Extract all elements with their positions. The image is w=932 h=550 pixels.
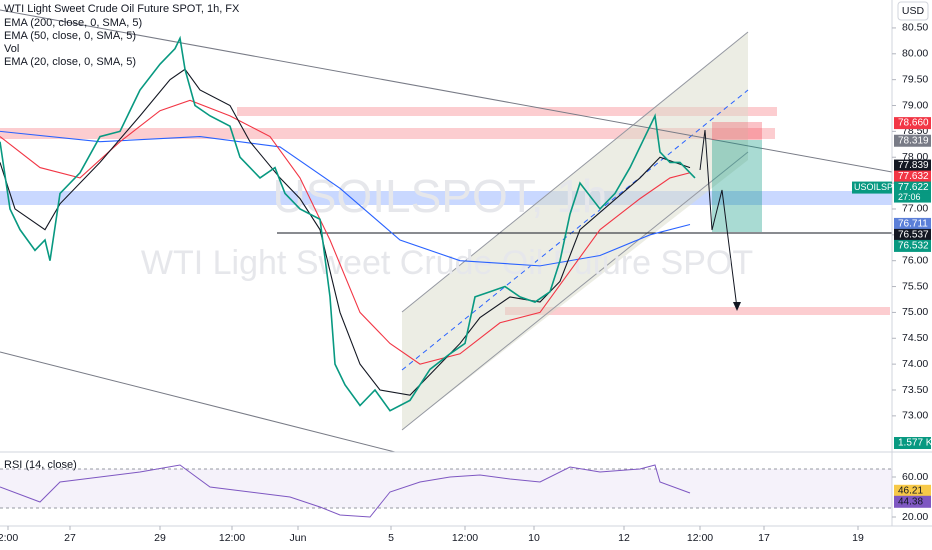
profit-zone <box>712 140 762 232</box>
rsi-badge <box>894 495 931 508</box>
x-tick-label: 29 <box>154 532 166 544</box>
target-zone <box>505 307 890 315</box>
watermark: WTI Light Sweet Crude Oil Future SPOT <box>141 244 753 282</box>
resistance-zone <box>237 107 777 116</box>
x-tick-label: Jun <box>290 532 307 544</box>
price-label: 77.839 <box>898 160 929 171</box>
symbol-badge <box>852 181 892 194</box>
x-tick-label: 2:00 <box>0 532 18 544</box>
price-badge <box>894 117 931 130</box>
arrow-head <box>733 302 741 311</box>
price-line <box>0 35 696 412</box>
legend-entry: Vol <box>4 43 19 55</box>
price-label: 76.711 <box>898 219 928 230</box>
rsi-value: 46.21 <box>898 485 923 496</box>
resistance-zone <box>0 128 775 139</box>
price-label: 77.622 <box>898 182 929 193</box>
price-label: 76.532 <box>898 241 929 252</box>
y-tick-label: 73.50 <box>902 384 928 396</box>
ema-line <box>0 68 691 396</box>
x-tick-label: 19 <box>852 532 864 544</box>
x-tick-label: 12:00 <box>452 532 478 544</box>
rsi-tick-label: 60.00 <box>902 471 928 483</box>
y-tick-label: 76.00 <box>902 254 928 266</box>
legend: WTI Light Sweet Crude Oil Future SPOT, 1… <box>4 3 240 471</box>
price-badge <box>894 159 931 172</box>
countdown-badge <box>894 192 931 203</box>
y-tick-label: 77.00 <box>902 203 928 215</box>
y-tick-label: 73.00 <box>902 410 928 422</box>
price-label: 78.660 <box>898 118 929 129</box>
price-badge <box>894 170 931 183</box>
volume-label: 1.577 K <box>898 438 932 449</box>
rsi-tick-label: 20.00 <box>902 511 928 523</box>
channel <box>402 32 748 430</box>
currency[interactable]: USD <box>902 5 925 17</box>
price-badge <box>894 181 931 194</box>
legend-entry: EMA (200, close, 0, SMA, 5) <box>4 17 142 29</box>
price-badge <box>894 239 931 252</box>
y-tick-label: 79.00 <box>902 99 928 111</box>
channel-mid <box>401 89 749 371</box>
ema-line <box>0 130 691 267</box>
y-tick-label: 80.50 <box>902 22 928 34</box>
x-tick-label: 12 <box>618 532 630 544</box>
stop-zone <box>712 122 762 140</box>
price-badge <box>894 228 931 241</box>
trend-line <box>0 9 893 173</box>
rsi-value: 44.38 <box>898 496 923 507</box>
price-badge <box>894 217 931 230</box>
price-badge <box>894 134 931 147</box>
y-tick-label: 75.50 <box>902 280 928 292</box>
rsi-line <box>0 464 691 518</box>
y-tick-label: 79.50 <box>902 73 928 85</box>
x-tick-label: 17 <box>758 532 770 544</box>
ema-line <box>0 99 691 365</box>
y-tick-label: 74.50 <box>902 332 928 344</box>
volume-badge <box>894 437 931 449</box>
rsi-band <box>0 469 892 508</box>
x-tick-label: 10 <box>528 532 540 544</box>
channel-line <box>401 151 749 431</box>
watermark: USOILSPOT, 1h <box>273 170 608 222</box>
y-tick-label: 74.00 <box>902 358 928 370</box>
rsi-title: RSI (14, close) <box>4 459 77 471</box>
x-tick-label: 27 <box>64 532 76 544</box>
symbol-label: USOILSPOT <box>854 182 906 192</box>
y-tick-label: 80.00 <box>902 48 928 60</box>
price-label: 76.537 <box>898 230 929 241</box>
legend-entry: EMA (50, close, 0, SMA, 5) <box>4 30 136 42</box>
y-tick-label: 75.00 <box>902 306 928 318</box>
x-tick-label: 5 <box>388 532 394 544</box>
trend-line <box>0 351 396 453</box>
projection <box>699 129 738 309</box>
channel-line <box>401 31 749 313</box>
rsi-badge <box>894 484 931 497</box>
countdown: 27:06 <box>898 192 921 202</box>
legend-entry: EMA (20, close, 0, SMA, 5) <box>4 56 136 68</box>
x-tick-label: 12:00 <box>219 532 245 544</box>
chart-title: WTI Light Sweet Crude Oil Future SPOT, 1… <box>4 3 240 15</box>
currency-button[interactable] <box>897 1 929 21</box>
price-label: 78.319 <box>898 135 929 146</box>
x-tick-label: 12:00 <box>687 532 713 544</box>
price-label: 77.632 <box>898 171 929 182</box>
